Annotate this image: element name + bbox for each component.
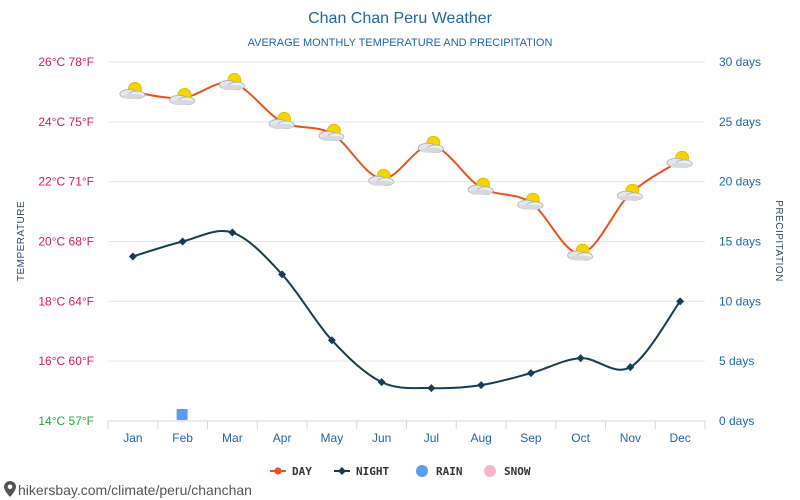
y-right-tick-label: 5 days bbox=[719, 354, 754, 368]
x-tick-label: Mar bbox=[222, 431, 243, 445]
x-tick-label: Nov bbox=[620, 431, 641, 445]
rain-point[interactable] bbox=[176, 409, 188, 421]
night-point[interactable] bbox=[228, 228, 237, 237]
legend-circle-marker bbox=[484, 465, 496, 477]
night-point[interactable] bbox=[178, 237, 187, 246]
legend-label: RAIN bbox=[436, 465, 463, 478]
x-tick-label: Dec bbox=[669, 431, 690, 445]
weather-partly-cloudy-icon bbox=[567, 243, 594, 261]
night-point[interactable] bbox=[626, 363, 635, 372]
weather-partly-cloudy-icon bbox=[417, 135, 444, 153]
y-left-tick-label: 18°C 64°F bbox=[38, 294, 94, 308]
night-point[interactable] bbox=[477, 381, 486, 390]
left-axis-ticks: 26°C 78°F 24°C 75°F 22°C 71°F 20°C 68°F 18°C… bbox=[38, 55, 94, 428]
x-tick-label: Feb bbox=[172, 431, 193, 445]
night-point[interactable] bbox=[576, 354, 585, 363]
chart-title: Chan Chan Peru Weather bbox=[308, 10, 492, 27]
x-tick-label: Oct bbox=[571, 431, 590, 445]
x-tick-label: Aug bbox=[470, 431, 491, 445]
y-right-tick-label: 25 days bbox=[719, 115, 761, 129]
legend-label: DAY bbox=[292, 465, 312, 478]
legend: DAY NIGHT RAIN SNOW bbox=[270, 465, 531, 478]
x-tick-label: Apr bbox=[273, 431, 292, 445]
weather-partly-cloudy-icon bbox=[119, 82, 146, 100]
y-left-tick-label: 20°C 68°F bbox=[38, 235, 94, 249]
legend-circle-marker bbox=[416, 465, 428, 477]
right-axis-ticks: 30 days 25 days 20 days 15 days 10 days 5 day… bbox=[719, 55, 761, 428]
series-layer bbox=[119, 73, 693, 421]
y-right-tick-label: 30 days bbox=[719, 55, 761, 69]
legend-label: SNOW bbox=[504, 465, 531, 478]
night-point[interactable] bbox=[526, 369, 535, 378]
legend-label: NIGHT bbox=[356, 465, 389, 478]
legend-item-snow[interactable]: SNOW bbox=[484, 465, 531, 478]
x-axis-ticks: Jan Feb Mar Apr May Jun Jul Aug Sep Oct Nov Dec bbox=[123, 431, 691, 445]
weather-partly-cloudy-icon bbox=[218, 73, 245, 91]
y-left-tick-label: 24°C 75°F bbox=[38, 115, 94, 129]
legend-item-rain[interactable]: RAIN bbox=[416, 465, 463, 478]
night-point[interactable] bbox=[377, 378, 386, 387]
y-right-tick-label: 15 days bbox=[719, 235, 761, 249]
x-tick-label: May bbox=[321, 431, 344, 445]
weather-partly-cloudy-icon bbox=[517, 192, 544, 210]
night-point[interactable] bbox=[676, 297, 685, 306]
x-tick-label: Jul bbox=[424, 431, 439, 445]
legend-circle-marker bbox=[274, 467, 282, 475]
night-point[interactable] bbox=[128, 252, 137, 261]
series-rain bbox=[176, 409, 188, 421]
y-right-tick-label: 0 days bbox=[719, 414, 754, 428]
x-tick-label: Jun bbox=[372, 431, 391, 445]
night-point[interactable] bbox=[278, 270, 287, 279]
y-right-axis-title: PRECIPITATION bbox=[773, 200, 784, 282]
source-link[interactable]: hikersbay.com/climate/peru/chanchan bbox=[4, 481, 252, 498]
series-line-night bbox=[132, 230, 681, 390]
weather-partly-cloudy-icon bbox=[616, 183, 643, 201]
grid-lines bbox=[107, 61, 706, 429]
weather-partly-cloudy-icon bbox=[368, 168, 395, 186]
y-left-axis-title: TEMPERATURE bbox=[16, 201, 27, 281]
y-right-tick-label: 10 days bbox=[719, 294, 761, 308]
source-text[interactable]: hikersbay.com/climate/peru/chanchan bbox=[18, 482, 252, 498]
legend-diamond-marker bbox=[338, 467, 346, 475]
y-left-tick-label: 22°C 71°F bbox=[38, 175, 94, 189]
weather-partly-cloudy-icon bbox=[666, 150, 693, 168]
legend-item-night[interactable]: NIGHT bbox=[334, 465, 389, 478]
x-tick-label: Jan bbox=[123, 431, 142, 445]
weather-partly-cloudy-icon bbox=[318, 123, 345, 142]
x-tick-label: Sep bbox=[520, 431, 542, 445]
legend-item-day[interactable]: DAY bbox=[270, 465, 312, 478]
night-point[interactable] bbox=[427, 384, 436, 393]
series-line-day bbox=[132, 81, 681, 255]
y-left-tick-label: 14°C 57°F bbox=[38, 414, 94, 428]
night-point[interactable] bbox=[327, 336, 336, 345]
weather-partly-cloudy-icon bbox=[169, 88, 196, 106]
map-pin-icon bbox=[4, 481, 16, 497]
series-night bbox=[128, 228, 685, 393]
series-day bbox=[119, 73, 693, 261]
y-right-tick-label: 20 days bbox=[719, 175, 761, 189]
chart-subtitle: AVERAGE MONTHLY TEMPERATURE AND PRECIPIT… bbox=[248, 37, 553, 49]
weather-partly-cloudy-icon bbox=[467, 177, 494, 195]
y-left-tick-label: 26°C 78°F bbox=[38, 55, 94, 69]
y-left-tick-label: 16°C 60°F bbox=[38, 354, 94, 368]
weather-partly-cloudy-icon bbox=[268, 111, 295, 130]
